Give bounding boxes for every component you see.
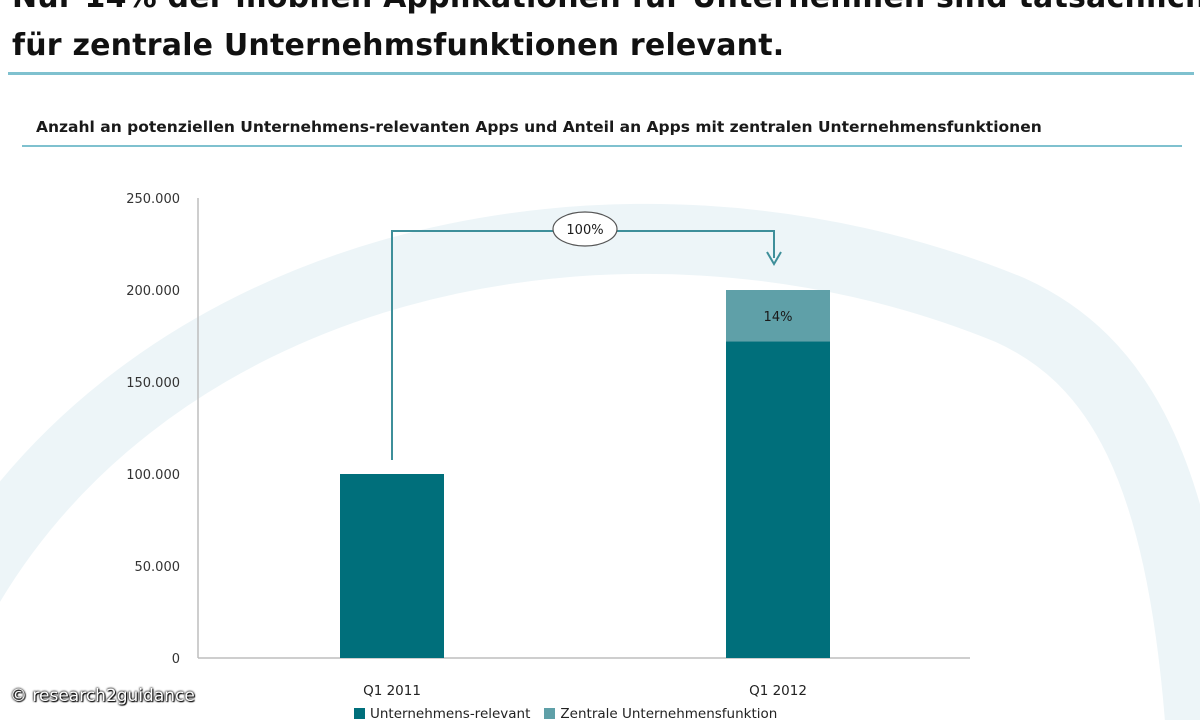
y-tick-label: 250.000 <box>126 192 180 207</box>
chart-title-divider <box>22 145 1182 147</box>
legend-swatch <box>544 708 556 719</box>
legend-label: Zentrale Unternehmensfunktion <box>560 706 778 722</box>
legend: Unternehmens-relevant Zentrale Unternehme… <box>354 706 791 722</box>
y-tick-label: 50.000 <box>135 560 181 575</box>
y-tick-label: 0 <box>172 652 180 667</box>
x-tick-label: Q1 2012 <box>749 683 807 699</box>
legend-label: Unternehmens-relevant <box>370 706 531 722</box>
growth-label-bubble <box>552 211 618 247</box>
x-tick-label: Q1 2011 <box>363 683 421 699</box>
y-tick-label: 200.000 <box>126 284 180 299</box>
chart-title: Anzahl an potenziellen Unternehmens-rele… <box>36 118 1042 136</box>
legend-item: Unternehmens-relevant <box>354 706 530 722</box>
legend-swatch <box>354 708 365 719</box>
headline-line-2: für zentrale Unternehmsfunktionen releva… <box>12 28 785 63</box>
segment-share-label: 14% <box>764 310 793 325</box>
bar-zentrale-funktion-1 <box>726 290 830 342</box>
y-tick-label: 150.000 <box>126 376 180 391</box>
growth-arrow-line <box>391 230 775 460</box>
growth-arrow-head <box>766 251 782 266</box>
headline-line-1: Nur 14% der mobilen Applikationen für Un… <box>12 0 1200 15</box>
bar-unternehmens-relevant-0 <box>340 474 444 658</box>
legend-item: Zentrale Unternehmensfunktion <box>544 706 777 722</box>
bar-unternehmens-relevant-1 <box>726 341 830 658</box>
growth-label: 100% <box>566 223 603 238</box>
headline-divider <box>8 72 1194 75</box>
y-tick-label: 100.000 <box>126 468 180 483</box>
credit-watermark: © research2guidance <box>10 686 195 706</box>
